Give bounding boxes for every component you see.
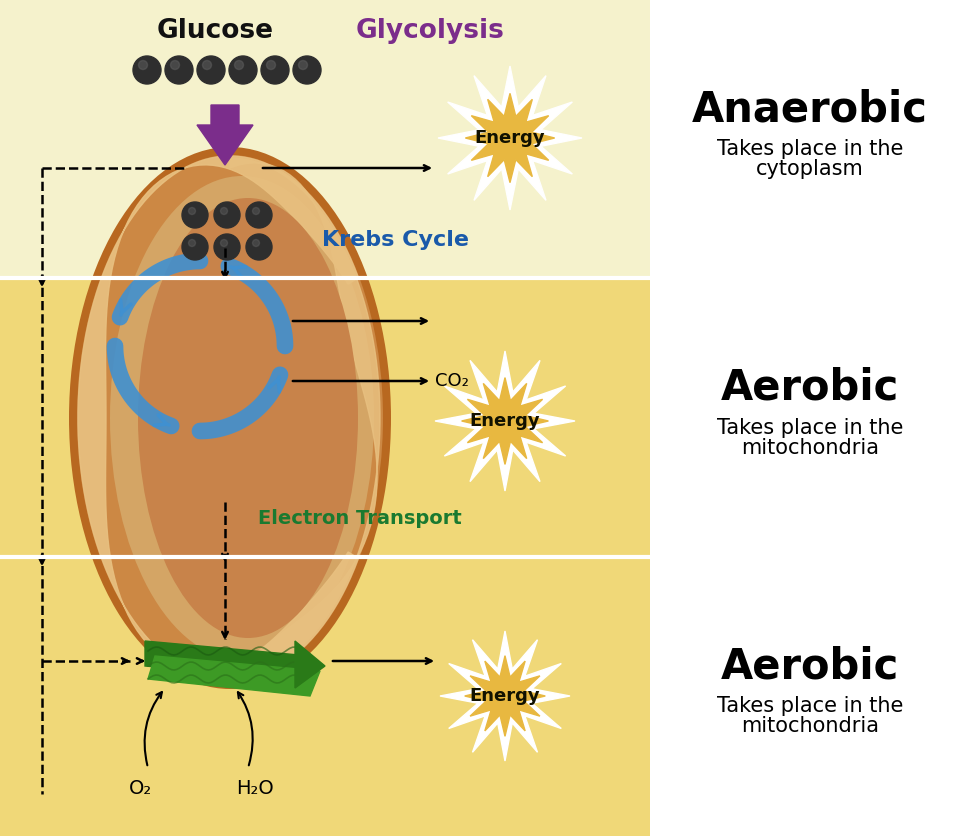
Bar [0, 557, 650, 836]
Text: Glycolysis: Glycolysis [355, 18, 504, 44]
Text: mitochondria: mitochondria [741, 716, 879, 737]
Text: Takes place in the: Takes place in the [717, 417, 903, 437]
Circle shape [133, 56, 161, 84]
Circle shape [261, 56, 289, 84]
Circle shape [138, 60, 147, 69]
Text: Glucose: Glucose [157, 18, 274, 44]
Polygon shape [462, 378, 549, 465]
Circle shape [253, 239, 259, 247]
Bar [0, 0, 650, 278]
Polygon shape [78, 156, 358, 680]
Polygon shape [148, 656, 320, 696]
Circle shape [221, 239, 227, 247]
Circle shape [189, 239, 196, 247]
Circle shape [165, 56, 193, 84]
Text: cytoplasm: cytoplasm [756, 159, 863, 179]
Text: Aerobic: Aerobic [721, 645, 899, 687]
Circle shape [182, 202, 208, 228]
Text: mitochondria: mitochondria [741, 437, 879, 457]
Polygon shape [438, 66, 582, 210]
Circle shape [293, 56, 321, 84]
Text: O₂: O₂ [129, 778, 152, 798]
Text: CO₂: CO₂ [435, 372, 469, 390]
Circle shape [170, 60, 179, 69]
Ellipse shape [77, 155, 383, 681]
Bar [0, 278, 650, 557]
Polygon shape [197, 105, 253, 165]
Circle shape [221, 207, 227, 215]
Circle shape [202, 60, 211, 69]
Text: Takes place in the: Takes place in the [717, 696, 903, 716]
Circle shape [214, 234, 240, 260]
Text: H₂O: H₂O [236, 778, 274, 798]
Text: Electron Transport: Electron Transport [258, 509, 462, 528]
Circle shape [189, 207, 196, 215]
Polygon shape [465, 655, 545, 737]
Text: Energy: Energy [474, 129, 545, 147]
Polygon shape [295, 641, 325, 688]
Circle shape [253, 207, 259, 215]
Circle shape [229, 56, 257, 84]
Circle shape [214, 202, 240, 228]
Text: Energy: Energy [469, 412, 540, 430]
Polygon shape [466, 94, 555, 182]
Ellipse shape [138, 198, 358, 638]
Circle shape [298, 60, 308, 69]
Circle shape [246, 202, 272, 228]
Polygon shape [435, 351, 575, 491]
Text: Aerobic: Aerobic [721, 366, 899, 409]
Ellipse shape [110, 176, 374, 660]
Polygon shape [145, 641, 310, 681]
Bar [650, 0, 968, 836]
Circle shape [266, 60, 276, 69]
Polygon shape [230, 158, 380, 678]
Text: Anaerobic: Anaerobic [692, 88, 928, 130]
Text: Takes place in the: Takes place in the [717, 139, 903, 159]
Ellipse shape [69, 147, 391, 689]
Circle shape [182, 234, 208, 260]
Polygon shape [440, 631, 570, 761]
Circle shape [197, 56, 225, 84]
Text: Krebs Cycle: Krebs Cycle [321, 230, 469, 250]
Circle shape [246, 234, 272, 260]
Circle shape [234, 60, 244, 69]
Text: Energy: Energy [469, 687, 540, 705]
